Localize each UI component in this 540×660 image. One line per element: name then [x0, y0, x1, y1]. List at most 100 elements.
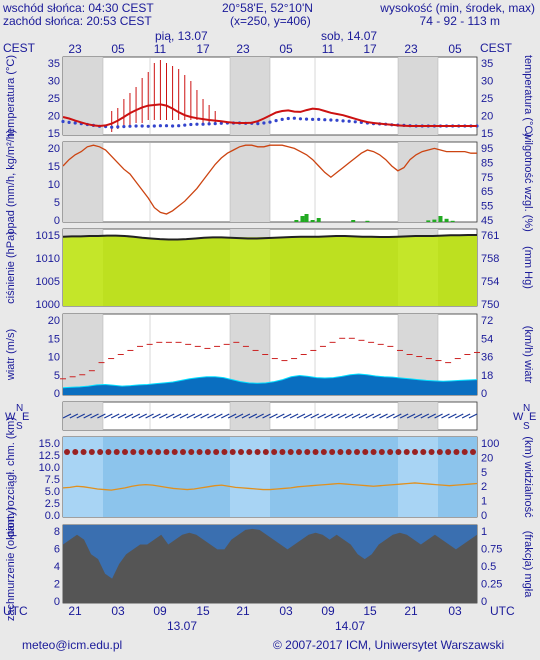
left-axis-title: opad (mm/h, kg/m²/h) [5, 129, 17, 234]
pressure-band [230, 237, 270, 306]
left-tick-label: 20 [48, 143, 60, 155]
wind-direction-arrow [207, 413, 216, 419]
wind-direction-arrow [331, 413, 340, 419]
day1-label: pią, 13.07 [155, 29, 208, 43]
wind-direction-arrow [269, 413, 278, 419]
bottom-hour-label: 09 [153, 604, 167, 618]
footer-email[interactable]: meteo@icm.edu.pl [22, 638, 123, 652]
top-hour-label: 17 [196, 42, 210, 56]
right-tick-label: 754 [481, 276, 499, 288]
dew-point [341, 119, 345, 123]
left-tick-label: 1005 [36, 276, 60, 288]
precip-bar [432, 219, 437, 222]
right-tick-label: 45 [481, 215, 493, 227]
dew-point [73, 121, 77, 125]
left-tick-label: 15 [48, 128, 60, 140]
right-tick-label: 65 [481, 186, 493, 198]
top-hour-label: 05 [279, 42, 293, 56]
dew-point [128, 124, 132, 128]
precip-bar [450, 220, 455, 222]
left-tick-label: 15 [48, 161, 60, 173]
bottom-hour-label: 03 [448, 604, 462, 618]
right-tick-label: 0.75 [481, 544, 502, 556]
compass-s: S [16, 421, 23, 432]
cloud-top-dot [345, 449, 352, 455]
wind-direction-arrow [62, 413, 72, 419]
wind-direction-arrow [165, 413, 175, 419]
wind-direction-arrow [138, 413, 147, 419]
pressure-line [62, 233, 477, 241]
dew-point [268, 120, 272, 124]
bottom-hour-label: 03 [279, 604, 293, 618]
precip-bar [310, 220, 315, 222]
wind-direction-arrow [358, 413, 368, 419]
left-tick-label: 25 [48, 93, 60, 105]
bottom-day1-label: 13.07 [167, 619, 197, 633]
wind-direction-arrow [434, 413, 443, 419]
cloud-top-dot [337, 449, 344, 455]
left-tick-label: 10.0 [39, 462, 60, 474]
cloud-top-dot [262, 449, 269, 455]
cloud-top-dot [246, 449, 253, 455]
dew-point [353, 120, 357, 124]
dew-point [292, 116, 296, 120]
left-tick-label: 8 [54, 526, 60, 538]
cloud-top-dot [113, 449, 120, 455]
night-band-cloud [398, 437, 438, 517]
cloud-top-dot [163, 449, 170, 455]
wind-direction-arrow [221, 413, 230, 419]
dew-point [280, 117, 284, 121]
wind-direction-arrow [276, 413, 285, 419]
wind-direction-arrow [145, 413, 154, 419]
left-tick-label: 1000 [36, 299, 60, 311]
dew-point [164, 124, 169, 128]
cloud-top-dot [254, 449, 261, 455]
dew-point [122, 125, 126, 129]
wind-direction-arrow [393, 413, 402, 419]
dew-point [134, 124, 138, 128]
cloud-top-dot [64, 449, 70, 455]
cloud-top-dot [188, 449, 195, 455]
grid-point-text: (x=250, y=406) [230, 14, 311, 28]
left-tick-label: 5 [54, 197, 60, 209]
compass-e: E [22, 411, 29, 423]
right-tick-label: 5 [481, 467, 487, 479]
wind-direction-arrow [365, 413, 375, 419]
left-tick-label: 5.0 [45, 486, 60, 498]
wind-direction-arrow [413, 413, 423, 419]
dew-point [311, 117, 315, 121]
visibility-line [62, 482, 478, 491]
dew-point [213, 122, 217, 126]
cloud-top-dot [395, 449, 402, 455]
right-tick-label: 35 [481, 58, 493, 70]
day2-label: sob, 14.07 [321, 29, 377, 43]
cloud-top-dot [329, 449, 336, 455]
height-label: wysokość (min, środek, max) [380, 1, 535, 15]
top-hour-label: 23 [404, 42, 418, 56]
wind-direction-arrow [296, 413, 306, 419]
right-tick-label: 100 [481, 438, 499, 450]
bottom-hour-label: 21 [68, 604, 82, 618]
wind-direction-arrow [117, 413, 127, 419]
wind-direction-arrow [227, 413, 237, 419]
pressure-band [63, 237, 103, 306]
wind-direction-arrow [448, 413, 457, 419]
wind-direction-arrow [159, 413, 168, 419]
wind-direction-arrow [76, 413, 86, 419]
cloud-top-dot [296, 449, 302, 455]
compass-w: W [5, 411, 16, 423]
compass-n-right: N [523, 403, 530, 414]
right-tick-label: 18 [481, 370, 493, 382]
cloud-top-dot [320, 449, 327, 455]
cloud-top-dot [221, 449, 228, 455]
left-tick-label: 30 [48, 76, 60, 88]
left-tick-label: 35 [48, 58, 60, 70]
right-tick-label: 0.5 [481, 561, 496, 573]
wind-direction-arrow [179, 413, 189, 419]
cloud-top-dot [213, 449, 220, 455]
cloud-top-dot [453, 449, 460, 455]
dew-point [286, 116, 290, 121]
top-hour-label: 17 [363, 42, 377, 56]
precip-bar [300, 216, 305, 222]
dew-point [335, 118, 339, 122]
